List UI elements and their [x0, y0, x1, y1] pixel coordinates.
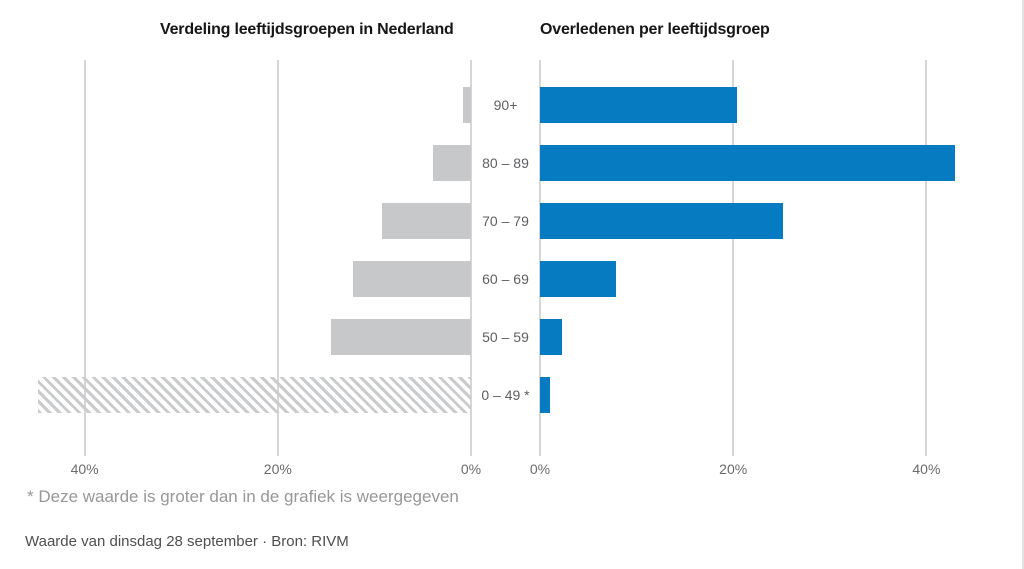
age-group-label: 60 – 69	[482, 271, 529, 287]
deaths-bar	[540, 203, 784, 239]
population-bar	[353, 261, 471, 297]
axis-tick-label: 0%	[529, 461, 551, 477]
axis-tick-label: 20%	[719, 461, 748, 477]
age-group-label: 50 – 59	[482, 329, 529, 345]
axis-tick-label: 40%	[912, 461, 941, 477]
deaths-bar	[540, 87, 738, 123]
deaths-bar	[540, 261, 617, 297]
population-bar	[382, 203, 471, 239]
left-chart-title: Verdeling leeftijdsgroepen in Nederland	[160, 21, 454, 38]
axis-tick-label: 0%	[460, 461, 482, 477]
source-line: Waarde van dinsdag 28 september · Bron: …	[25, 533, 349, 550]
deaths-bar	[540, 319, 563, 355]
footnote: * Deze waarde is groter dan in de grafie…	[27, 487, 459, 506]
gridline	[539, 60, 541, 456]
gridline	[732, 60, 735, 456]
gridline	[83, 60, 86, 456]
gridline	[276, 60, 279, 456]
age-group-label: 90+	[493, 97, 518, 113]
age-group-label: 80 – 89	[482, 155, 529, 171]
population-bar	[433, 145, 471, 181]
population-bar	[330, 319, 471, 355]
right-chart-title: Overledenen per leeftijdsgroep	[540, 21, 770, 38]
deaths-bar	[540, 377, 550, 413]
axis-tick-label: 40%	[70, 461, 99, 477]
axis-tick-label: 20%	[263, 461, 292, 477]
panel-right-border	[1022, 0, 1024, 569]
age-group-label: 70 – 79	[482, 213, 529, 229]
gridline	[470, 60, 472, 456]
deaths-bar	[540, 145, 956, 181]
gridline	[925, 60, 928, 456]
population-bar-truncated	[38, 377, 471, 413]
age-group-label: 0 – 49 *	[481, 387, 530, 403]
population-bar	[463, 87, 471, 123]
